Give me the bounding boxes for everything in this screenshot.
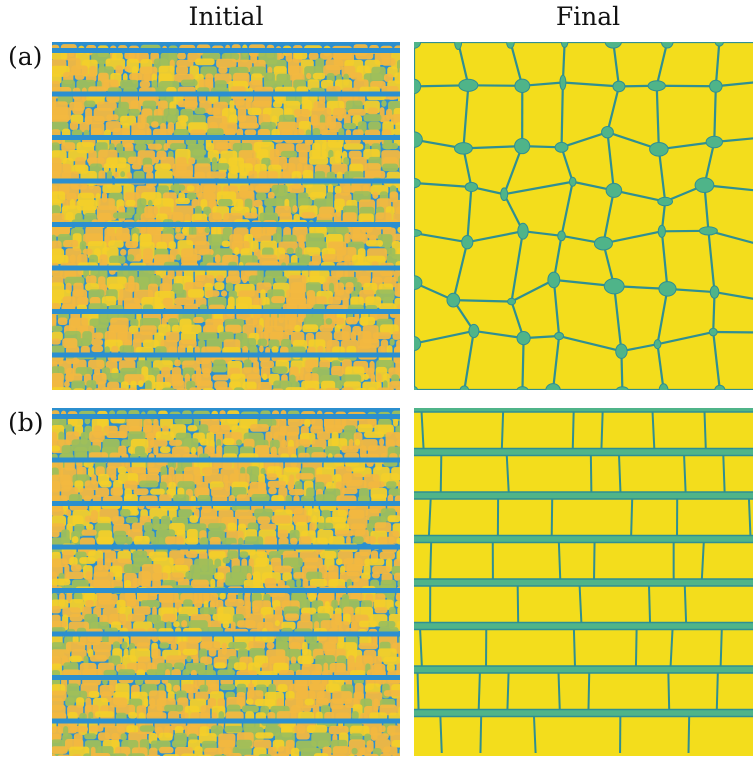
panel-b-initial [52, 408, 400, 756]
microstructure-a-final-image [414, 42, 753, 390]
microstructure-b-final-image [414, 408, 753, 756]
row-label-b: (b) [8, 408, 44, 437]
panel-a-initial [52, 42, 400, 390]
microstructure-b-initial-image [52, 408, 400, 756]
microstructure-a-initial-image [52, 42, 400, 390]
panel-b-final [414, 408, 753, 756]
panel-a-final [414, 42, 753, 390]
column-header-final: Final [555, 2, 621, 31]
column-header-initial: Initial [188, 2, 264, 31]
row-label-a: (a) [8, 42, 43, 71]
